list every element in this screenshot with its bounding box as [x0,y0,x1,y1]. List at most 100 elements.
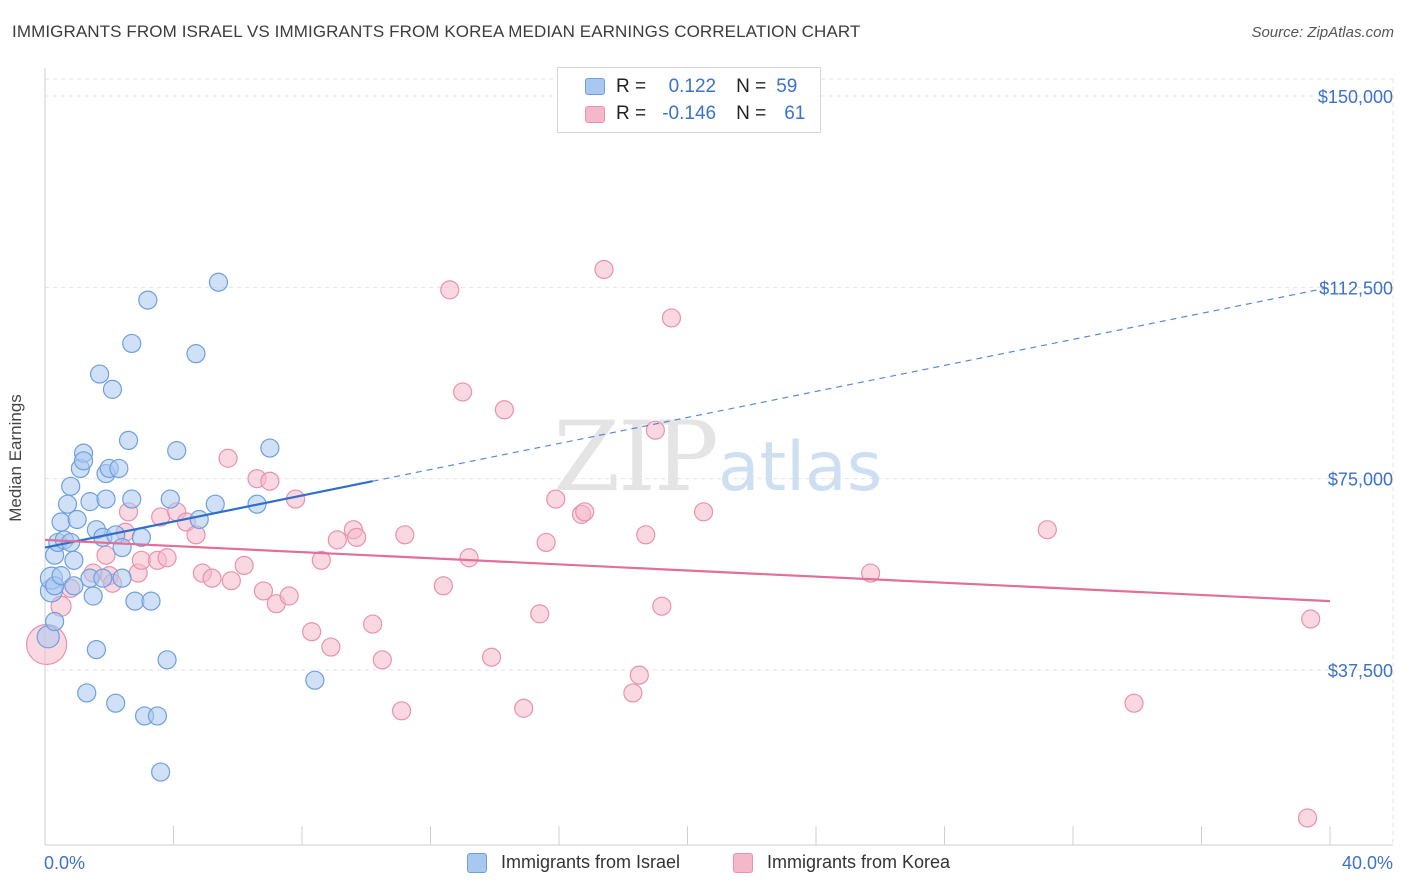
watermark-atlas: atlas [718,428,882,507]
legend-swatch-israel [467,852,487,873]
korea-point [372,650,392,670]
korea-point [453,382,473,402]
legend-item-korea[interactable]: Immigrants from Korea [733,852,950,873]
israel-point [151,762,171,782]
korea-point [157,548,177,568]
y-tick-label: $75,000 [1328,470,1393,490]
stats-legend: R = 0.122 N = 59 R = -0.146 N = 61 [557,67,821,133]
x-tick-label: 40.0% [1342,853,1393,873]
n-value-israel: 59 [776,76,798,97]
israel-point [51,512,71,532]
series-legend: Immigrants from Israel Immigrants from K… [0,852,1406,878]
korea-point [481,647,502,667]
legend-label-israel: Immigrants from Israel [501,852,681,872]
israel-swatch [585,78,605,95]
chart-title: IMMIGRANTS FROM ISRAEL VS IMMIGRANTS FRO… [12,22,861,41]
tick-labels: $37,500 $75,000 $112,500 $150,000 0.0% 40.0% [44,87,1393,873]
israel-point [122,333,142,354]
israel-trend-line [44,480,373,549]
israel-point [141,591,161,611]
israel-point [90,364,110,384]
israel-point [64,576,84,596]
korea-point [311,550,331,570]
korea-point [260,471,280,491]
korea-point [327,530,347,550]
axes [44,68,1393,846]
legend-item-israel[interactable]: Immigrants from Israel [467,852,680,873]
korea-point [433,576,453,596]
korea-point [623,683,643,703]
korea-point [861,563,881,583]
y-tick-label: $150,000 [1318,87,1393,107]
x-tick-label: 0.0% [44,853,85,873]
n-label: N = [736,76,767,97]
korea-swatch [585,106,605,123]
israel-point [61,476,81,496]
israel-point [167,441,187,461]
israel-point [189,509,209,530]
israel-point [106,693,126,713]
korea-point [395,525,415,545]
israel-point [122,489,142,509]
r-label: R = [616,76,647,97]
n-label: N = [736,103,767,124]
israel-point [260,438,280,458]
korea-point [594,259,614,280]
korea-point [1301,609,1321,629]
israel-point [64,550,84,570]
israel-point [147,706,168,726]
korea-point [661,308,682,328]
korea-point [302,622,322,642]
israel-point [80,492,100,512]
korea-point [279,586,299,606]
korea-trend-line [44,538,1331,603]
stats-row-israel: R = 0.122 N = 59 [616,74,797,100]
korea-point [440,280,460,300]
israel-point [93,568,113,588]
trend-lines [44,286,1331,603]
watermark-zip: ZIP [553,401,716,513]
israel-point [160,489,180,509]
korea-point [693,502,714,522]
korea-point [530,604,550,624]
israel-point [51,566,71,586]
israel-point [208,272,229,292]
korea-point [514,698,534,718]
israel-points [36,272,325,782]
israel-point [83,586,103,606]
korea-point [363,614,383,634]
korea-point [321,637,341,657]
y-tick-label: $37,500 [1328,661,1393,681]
korea-point [636,525,656,545]
israel-point [205,494,225,514]
israel-trend-extension [372,286,1331,482]
korea-point [652,596,672,616]
korea-point [131,550,151,570]
korea-point [391,701,412,721]
source-credit: Source: ZipAtlas.com [1251,24,1394,41]
korea-point [1037,520,1057,540]
r-label: R = [616,103,647,124]
israel-point [138,290,158,310]
r-value-israel: 0.122 [668,76,717,97]
korea-point [347,527,367,547]
korea-point [645,420,665,440]
korea-point [459,548,479,568]
israel-point [57,494,78,514]
israel-point [67,509,87,530]
israel-point [109,458,129,479]
stats-row-korea: R = -0.146 N = 61 [616,101,805,127]
israel-point [305,670,325,690]
israel-point [86,639,107,660]
korea-point [221,571,241,591]
y-tick-label: $112,500 [1319,278,1393,298]
watermark: ZIP atlas [553,401,882,513]
korea-point [234,555,254,576]
korea-point [96,545,116,565]
korea-point [546,489,566,509]
korea-point [494,400,514,420]
korea-point [202,568,222,588]
korea-point [536,532,556,553]
korea-point [218,448,238,468]
